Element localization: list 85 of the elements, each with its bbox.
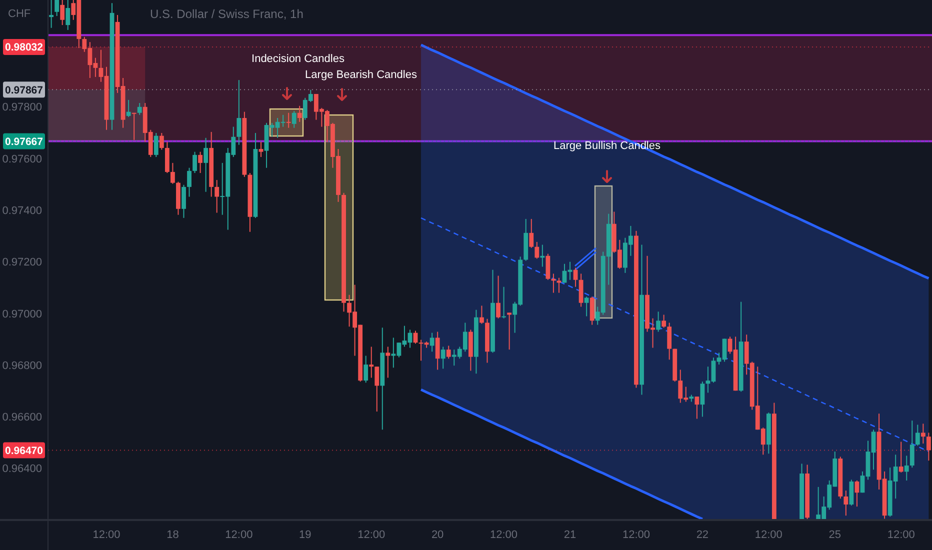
- line-series: [420, 44, 930, 280]
- x-tick-label: 12:00: [887, 529, 915, 541]
- candlestick: [292, 110, 296, 128]
- candlestick: [584, 296, 589, 317]
- candlestick: [286, 112, 291, 128]
- candlestick: [297, 105, 302, 122]
- candlestick: [662, 314, 666, 328]
- candlestick: [502, 286, 506, 319]
- candlestick: [258, 142, 264, 158]
- y-tick-label: 0.97600: [2, 153, 42, 166]
- y-tick-label: 0.97000: [2, 308, 42, 320]
- candlestick: [154, 132, 158, 158]
- candlestick: [694, 396, 700, 420]
- y-tick-label: 0.96800: [2, 360, 42, 372]
- line-series: [420, 388, 704, 520]
- y-tick-label: 0.96600: [2, 412, 42, 424]
- y-axis-title: CHF: [8, 8, 31, 20]
- y-tick-label: 0.96400: [2, 463, 42, 476]
- candlestick: [573, 267, 578, 288]
- candlestick: [49, 0, 54, 28]
- x-tick-label: 12:00: [358, 529, 386, 541]
- candlestick: [440, 346, 446, 370]
- ref-line-label: 0.96470: [5, 444, 44, 457]
- candlestick: [898, 441, 904, 473]
- candlestick: [198, 151, 203, 174]
- x-tick-label: 12:00: [622, 529, 650, 541]
- x-tick-label: 12:00: [754, 529, 782, 541]
- candlestick: [700, 381, 705, 418]
- annotation: Indecision Candles: [252, 53, 345, 65]
- y-tick-label: 0.97400: [2, 205, 42, 218]
- x-tick-label: 25: [828, 529, 842, 541]
- candlestick: [534, 241, 540, 260]
- candlestick: [66, 0, 70, 30]
- ref-line-label: 0.97867: [5, 84, 44, 96]
- text: U.S. Dollar / Swiss Franc, 1h: [150, 7, 304, 21]
- candlestick: [430, 332, 434, 352]
- x-tick-label: 12:00: [225, 529, 253, 541]
- candlestick: [854, 480, 860, 508]
- candlestick: [187, 167, 192, 198]
- candlestick: [578, 273, 584, 308]
- candlestick: [926, 432, 931, 462]
- candlestick: [236, 80, 242, 146]
- x-tick-label: 18: [166, 529, 179, 541]
- candlestick: [915, 424, 920, 446]
- candlestick: [529, 218, 534, 248]
- x-tick-label: 12:00: [92, 529, 120, 541]
- candlestick: [126, 99, 131, 118]
- candlestick: [182, 184, 186, 218]
- candlestick: [590, 296, 594, 326]
- x-tick-label: 21: [564, 529, 576, 541]
- candlestick: [54, 0, 60, 17]
- candlestick: [159, 132, 164, 150]
- x-tick-label: 12:00: [490, 529, 518, 541]
- x-tick-label: 22: [696, 529, 709, 541]
- x-tick-label: 19: [299, 529, 312, 541]
- annotation: Large Bearish Candles: [305, 69, 418, 81]
- x-tick-label: 20: [431, 529, 444, 541]
- candlestick: [920, 423, 926, 444]
- candlestick: [369, 346, 374, 378]
- candlestick: [667, 322, 672, 360]
- candlestick: [204, 137, 208, 192]
- candlestick: [844, 490, 848, 516]
- candlestick: [435, 331, 440, 370]
- ref-line-label: 0.97667: [5, 136, 44, 148]
- candlestick: [132, 112, 136, 140]
- candlestick: [192, 151, 197, 174]
- candlestick: [374, 366, 380, 412]
- y-tick-label: 0.97200: [2, 256, 42, 269]
- candlestick: [496, 275, 500, 319]
- candlestick: [214, 179, 220, 214]
- candlestick: [849, 479, 854, 506]
- candlestick: [546, 253, 550, 280]
- candlestick: [364, 355, 368, 384]
- candlestick: [386, 346, 390, 378]
- candlestick: [656, 311, 661, 332]
- y-tick-label: 0.97800: [2, 102, 42, 114]
- candlestick: [446, 345, 451, 360]
- candlestick: [507, 312, 512, 350]
- candlestick: [170, 162, 175, 184]
- candlestick: [904, 455, 909, 481]
- candlestick: [480, 305, 484, 324]
- candlestick: [60, 0, 65, 26]
- ref-line-label: 0.98032: [5, 42, 44, 54]
- candlestick: [137, 102, 142, 116]
- candlestick: [910, 420, 914, 468]
